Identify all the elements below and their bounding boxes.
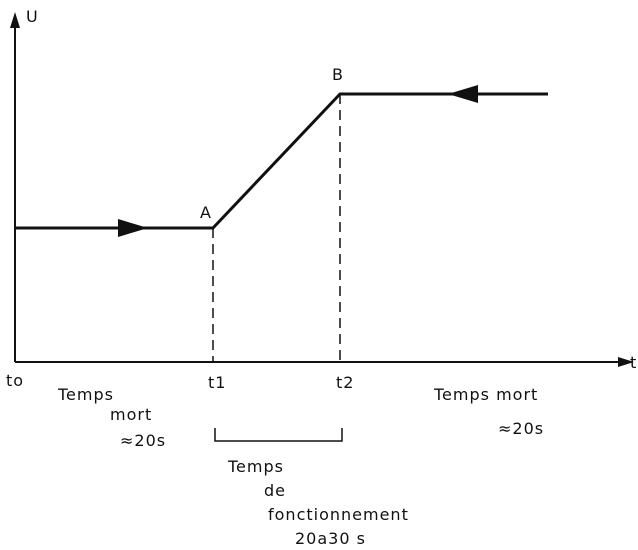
point-label: A <box>200 203 212 222</box>
curve <box>15 92 548 230</box>
x-axis-arrow <box>618 357 634 367</box>
arrow-left <box>448 85 478 103</box>
annotation: ≈20s <box>120 431 166 450</box>
annotation: Temps <box>57 385 114 404</box>
annotation: 20a30 s <box>295 529 366 548</box>
point-label: B <box>332 65 344 84</box>
y-label: U <box>26 7 39 26</box>
time-label: t1 <box>208 373 226 392</box>
annotation: Temps <box>227 457 284 476</box>
time-label: t2 <box>336 373 354 392</box>
annotation: mort <box>110 405 152 424</box>
x-label: t <box>630 353 637 372</box>
annotation: fonctionnement <box>268 505 409 524</box>
annotation: Temps mort <box>433 385 538 404</box>
y-axis-arrow <box>10 12 20 28</box>
time-label: to <box>6 371 24 390</box>
bracket <box>214 428 343 442</box>
annotation: de <box>264 481 286 500</box>
annotation: ≈20s <box>498 419 544 438</box>
arrow-right <box>118 219 148 237</box>
